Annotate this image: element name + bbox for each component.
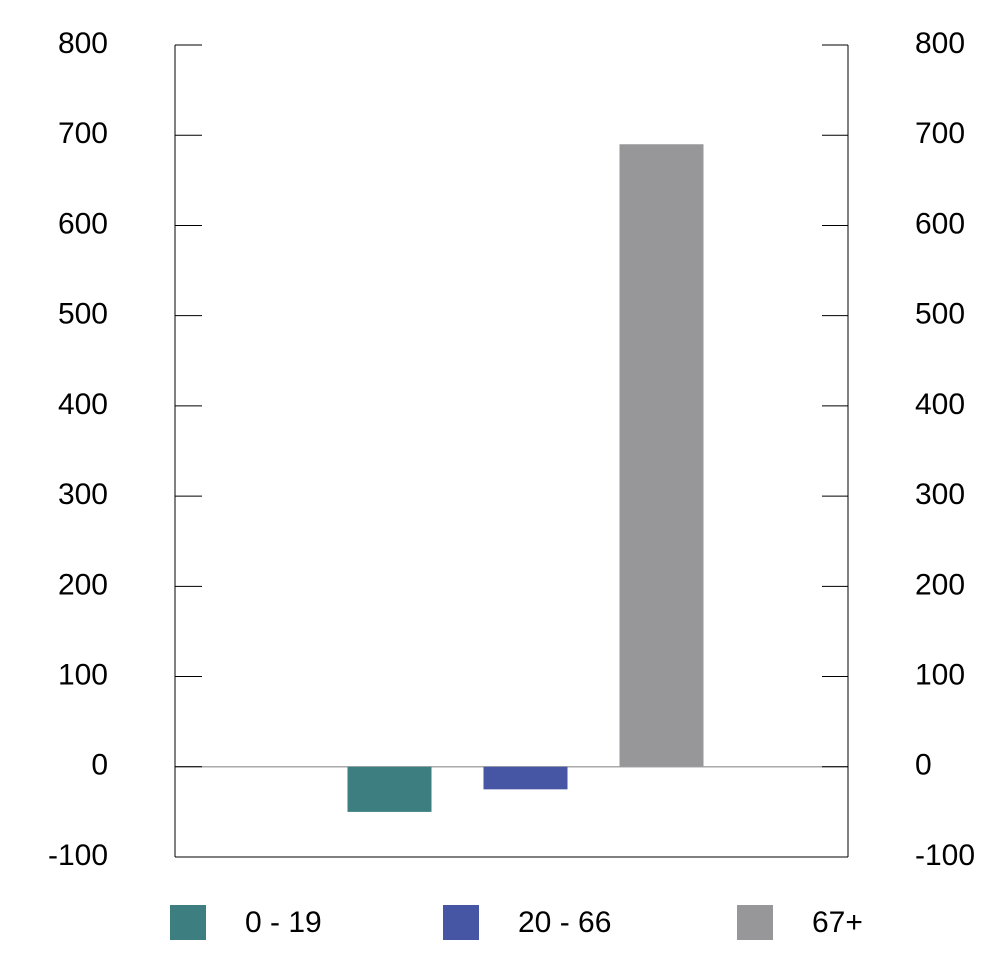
bar — [347, 766, 432, 812]
y2-tick-label: 700 — [915, 117, 965, 150]
y2-tick-label: 200 — [915, 568, 965, 601]
bar — [483, 766, 568, 790]
y2-tick-label: 800 — [915, 27, 965, 60]
legend-label: 20 - 66 — [518, 906, 611, 939]
legend-label: 67+ — [812, 906, 863, 939]
y-tick-label: 700 — [58, 117, 108, 150]
y-tick-label: 800 — [58, 27, 108, 60]
legend-label: 0 - 19 — [245, 906, 322, 939]
y-tick-label: -100 — [48, 839, 108, 872]
y-tick-label: 200 — [58, 568, 108, 601]
y2-tick-label: 300 — [915, 478, 965, 511]
legend-swatch — [443, 905, 479, 940]
y-tick-label: 300 — [58, 478, 108, 511]
legend-swatch — [170, 905, 206, 940]
bar — [619, 144, 704, 767]
y2-tick-label: 100 — [915, 658, 965, 691]
y-tick-label: 100 — [58, 658, 108, 691]
y-tick-label: 600 — [58, 207, 108, 240]
y2-tick-label: 500 — [915, 298, 965, 331]
y2-tick-label: 600 — [915, 207, 965, 240]
y-tick-label: 400 — [58, 388, 108, 421]
legend-swatch — [737, 905, 773, 940]
y-tick-label: 0 — [91, 749, 108, 782]
y2-tick-label: -100 — [915, 839, 975, 872]
y2-tick-label: 400 — [915, 388, 965, 421]
y2-tick-label: 0 — [915, 749, 932, 782]
y-tick-label: 500 — [58, 298, 108, 331]
